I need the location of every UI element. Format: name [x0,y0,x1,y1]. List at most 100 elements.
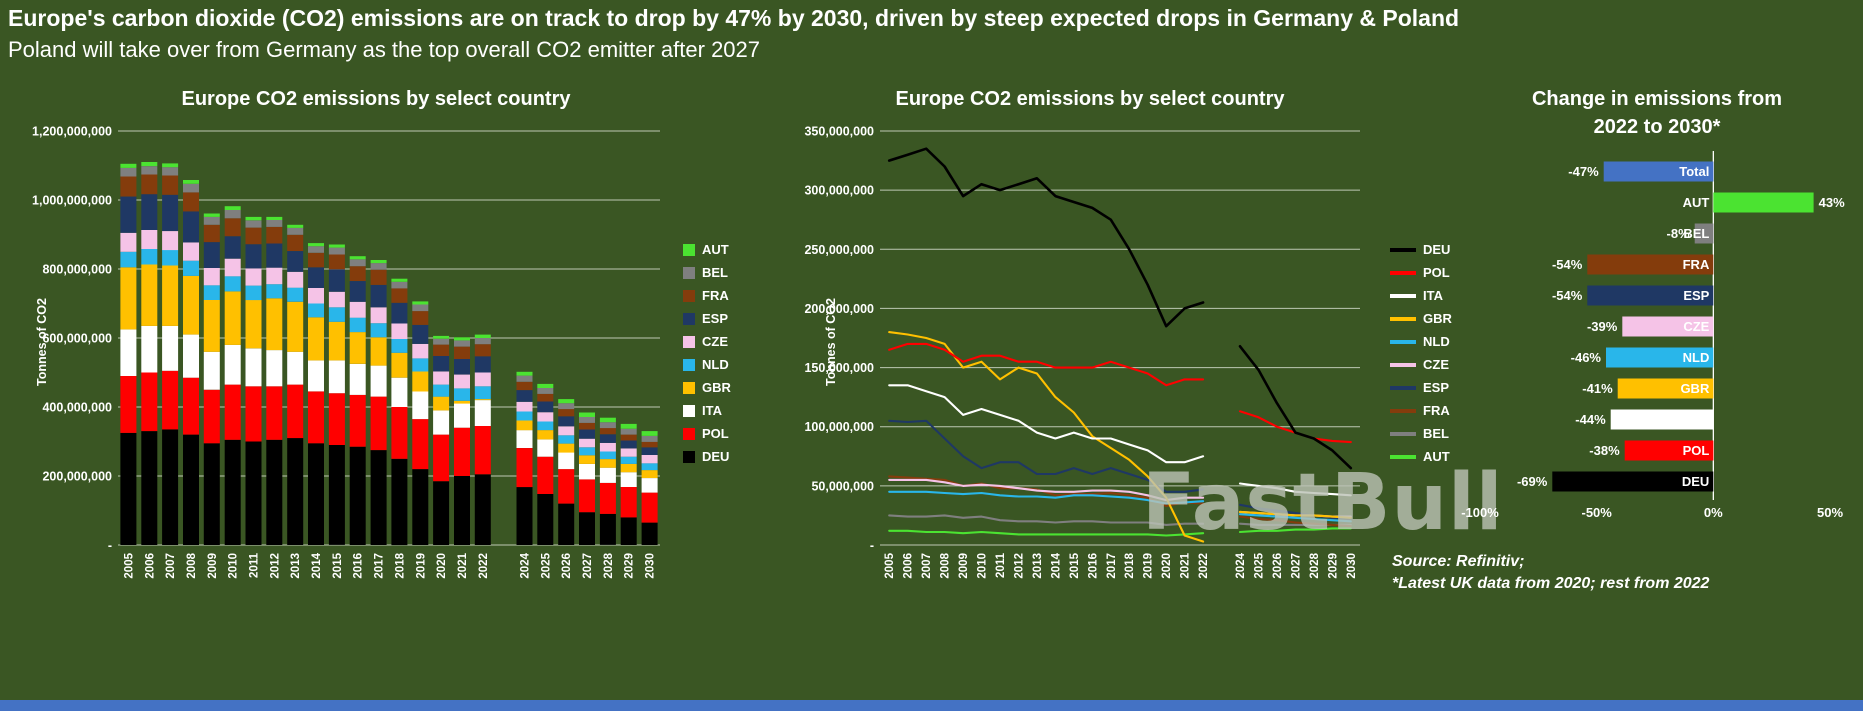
bar-segment-FRA [516,381,533,391]
main-title: Europe's carbon dioxide (CO2) emissions … [8,5,1460,31]
legend-label-POL: POL [702,426,729,441]
bar-segment-GBR [349,332,366,364]
bar-segment-BEL [474,338,491,345]
x-tick-label: 2007 [165,553,177,579]
bar-segment-DEU [558,503,575,545]
x-tick-label: 2027 [582,553,594,579]
y-tick-label: 600,000,000 [42,332,112,346]
y-tick-label: 350,000,000 [804,125,874,139]
legend-label-ITA: ITA [1423,288,1443,303]
x-tick-label: 2021 [1180,552,1192,578]
name-label-Total: Total [1679,164,1709,179]
legend-line-marker-ITA [1390,293,1416,298]
bar-segment-CZE [391,323,408,339]
bar-segment-AUT [287,224,304,228]
legend-label-CZE: CZE [702,334,728,349]
name-label-ESP: ESP [1683,288,1709,303]
bar-segment-GBR [454,400,470,404]
bar-segment-CZE [599,442,616,452]
bar-segment-GBR [203,300,220,352]
x-tick-label: 2011 [249,552,261,578]
legend-item-DEU: DEU [1390,238,1452,261]
bar-segment-GBR [308,317,324,361]
bar-segment-NLD [537,421,554,431]
bar-segment-POL [120,376,137,433]
line-series-BEL [888,514,1205,526]
bar-segment-AUT [370,260,387,264]
legend-item-CZE: CZE [1390,353,1452,376]
value-label-BEL: -8% [1667,226,1691,241]
legend-label-AUT: AUT [1423,449,1450,464]
bar-segment-FRA [349,266,366,281]
y-tick-label: 400,000,000 [42,401,112,415]
legend-item-BEL: BEL [683,261,731,284]
bar-segment-ITA [287,351,304,385]
bar-segment-NLD [328,307,345,322]
bar-segment-DEU [454,476,470,545]
bar-segment-ITA [558,452,575,470]
bar-segment-POL [391,407,408,459]
legend-label-BEL: BEL [702,265,728,280]
bar-segment-FRA [287,234,304,251]
legend-swatch-AUT [683,243,695,256]
hbar-DEU [1552,471,1714,492]
value-label-POL: -38% [1589,443,1620,458]
x-tick-label: -100% [1461,505,1499,520]
bar-segment-FRA [308,252,324,268]
bar-segment-AUT [537,383,554,388]
bar-segment-NLD [579,447,595,456]
bar-segment-CZE [266,267,283,285]
bar-segment-ESP [558,416,575,427]
bar-segment-NLD [558,435,575,444]
bar-segment-NLD [412,358,429,372]
x-tick-label: 2024 [1235,552,1247,578]
x-tick-label: 2013 [290,553,302,579]
legend-line-marker-CZE [1390,362,1416,367]
y-tick-label: 200,000,000 [42,470,112,484]
bar-segment-NLD [516,411,533,421]
legend-label-ESP: ESP [1423,380,1450,395]
bar-segment-ITA [516,430,533,448]
hbar-POL [1624,440,1714,461]
hbar-ITA [1610,409,1714,430]
name-label-CZE: CZE [1683,319,1709,334]
bar-segment-AUT [183,180,199,184]
bar-segment-GBR [433,396,450,411]
legend-label-GBR: GBR [702,380,731,395]
bar-segment-DEU [391,458,408,546]
bar-segment-DEU [620,517,637,545]
bar-segment-POL [620,487,637,518]
chart1-title: Europe CO2 emissions by select country [181,88,571,110]
bar-segment-CZE [579,438,595,448]
bar-segment-ITA [162,325,179,371]
value-label-AUT: 43% [1819,195,1845,210]
bar-segment-GBR [641,470,658,478]
x-tick-label: 2030 [645,553,657,579]
line-chart: - 50,000,000 100,000,000 150,000,000 200,000… [804,125,1360,579]
bar-segment-ESP [599,434,616,443]
bar-segment-AUT [349,256,366,260]
bar-segment-FRA [370,269,387,285]
bar-segment-ESP [141,194,158,230]
bar-segment-ESP [641,447,658,455]
bar-segment-BEL [162,167,179,176]
bar-segment-BEL [349,259,366,267]
x-tick-label: 2015 [332,552,344,578]
legend-label-AUT: AUT [702,242,729,257]
legend-swatch-GBR [683,381,695,394]
bar-segment-POL [558,469,575,504]
x-tick-label: 2011 [995,552,1007,578]
hbar-Total [1603,161,1714,182]
hbar-GBR [1617,378,1714,399]
hbar-CZE [1622,316,1714,337]
legend-item-CZE: CZE [683,330,731,353]
bar-segment-POL [349,394,366,447]
x-tick-label: 2017 [1106,553,1118,579]
bar-segment-BEL [412,304,429,312]
bar-segment-GBR [579,455,595,464]
x-tick-label: 2012 [1013,553,1025,579]
bar-segment-ESP [412,324,429,344]
bar-segment-CZE [287,271,304,288]
bar-segment-GBR [266,298,283,351]
x-tick-label: 2029 [624,553,636,579]
